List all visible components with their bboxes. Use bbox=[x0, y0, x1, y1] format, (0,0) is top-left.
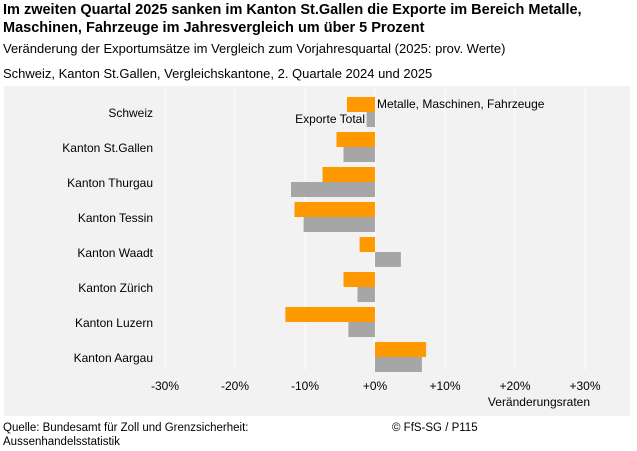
category-label-6: Kanton Luzern bbox=[75, 316, 153, 330]
chart-subtitle: Veränderung der Exportumsätze im Verglei… bbox=[3, 41, 506, 56]
category-label-0: Schweiz bbox=[108, 106, 153, 120]
tick-label-0: -30% bbox=[151, 379, 179, 393]
bar-metalle-1 bbox=[336, 132, 375, 147]
bar-metalle-2 bbox=[322, 167, 375, 182]
bar-metalle-0 bbox=[347, 97, 375, 112]
category-label-3: Kanton Tessin bbox=[78, 211, 153, 225]
bar-total-5 bbox=[357, 287, 375, 302]
chart-title: Im zweiten Quartal 2025 sanken im Kanton… bbox=[3, 2, 582, 36]
bar-metalle-3 bbox=[294, 202, 375, 217]
copyright-note: © FfS-SG / P115 bbox=[392, 422, 478, 434]
bar-metalle-4 bbox=[359, 237, 375, 252]
x-axis-title: Veränderungsraten bbox=[488, 395, 590, 409]
bar-total-7 bbox=[375, 357, 422, 372]
category-label-1: Kanton St.Gallen bbox=[62, 141, 153, 155]
category-label-4: Kanton Waadt bbox=[77, 246, 153, 260]
category-label-5: Kanton Zürich bbox=[78, 281, 153, 295]
category-label-2: Kanton Thurgau bbox=[67, 176, 153, 190]
bar-metalle-6 bbox=[285, 307, 375, 322]
bar-metalle-7 bbox=[375, 342, 427, 357]
tick-label-1: -20% bbox=[221, 379, 249, 393]
tick-label-2: -10% bbox=[291, 379, 319, 393]
bar-total-4 bbox=[375, 252, 401, 267]
chart-meta: Schweiz, Kanton St.Gallen, Vergleichskan… bbox=[3, 66, 433, 81]
legend-label-total: Exporte Total bbox=[295, 112, 365, 126]
source-line-2: Aussenhandelsstatistik bbox=[3, 436, 120, 448]
category-label-7: Kanton Aargau bbox=[74, 351, 153, 365]
source-note: Quelle: Bundesamt für Zoll und Grenzsich… bbox=[3, 421, 248, 449]
bar-total-2 bbox=[291, 182, 375, 197]
bar-metalle-5 bbox=[343, 272, 375, 287]
bar-total-1 bbox=[343, 147, 375, 162]
tick-label-6: +30% bbox=[569, 379, 600, 393]
bar-total-3 bbox=[303, 217, 375, 232]
legend-label-metalle: Metalle, Maschinen, Fahrzeuge bbox=[377, 97, 545, 111]
bar-total-0 bbox=[366, 112, 375, 127]
tick-label-4: +10% bbox=[429, 379, 460, 393]
bar-total-6 bbox=[348, 322, 375, 337]
tick-label-3: +0% bbox=[363, 379, 388, 393]
source-line-1: Quelle: Bundesamt für Zoll und Grenzsich… bbox=[3, 422, 249, 434]
plot-area bbox=[4, 86, 630, 416]
tick-label-5: +20% bbox=[499, 379, 530, 393]
